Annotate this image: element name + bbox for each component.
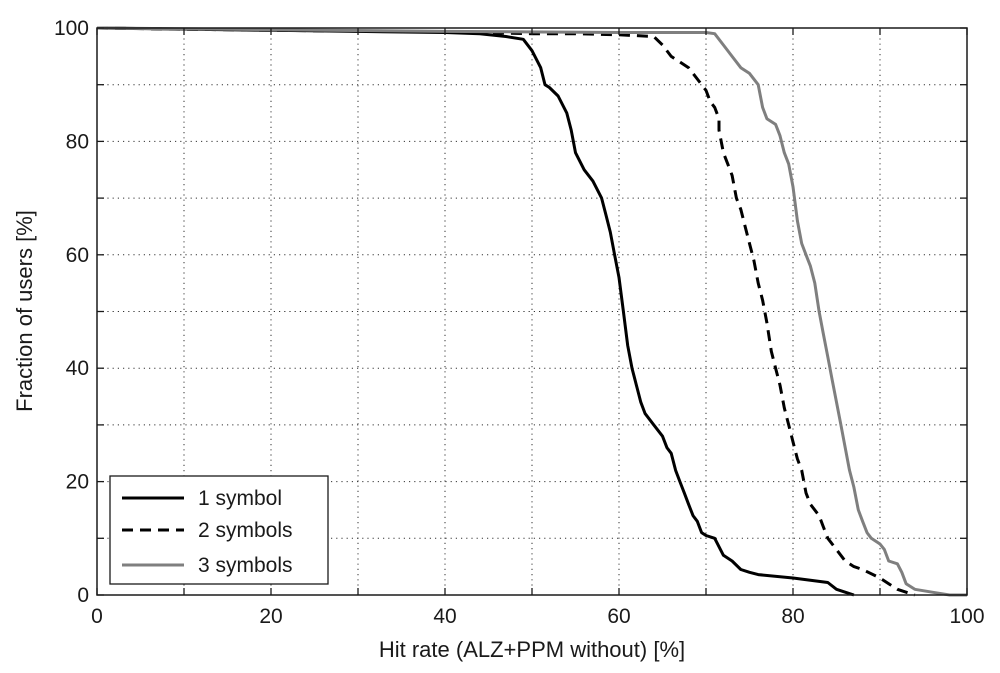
series-line-3-symbols [96,26,967,597]
x-tick-label: 40 [433,605,456,628]
x-tick-label: 0 [91,605,103,628]
x-tick-label: 80 [781,605,804,628]
y-tick-label: 100 [54,17,89,40]
legend-label-1-symbol: 1 symbol [198,487,282,510]
y-tick-label: 20 [66,471,89,494]
y-tick-label: 60 [66,244,89,267]
y-tick-label: 40 [66,357,89,380]
grid [97,28,967,595]
y-tick-labels: 0 20 40 60 80 100 [54,17,89,607]
axis-ticks [96,27,968,596]
x-tick-label: 100 [949,605,984,628]
legend: 1 symbol 2 symbols 3 symbols [109,475,329,585]
legend-label-2-symbols: 2 symbols [198,519,293,542]
x-tick-labels: 0 20 40 60 80 100 [91,605,984,628]
y-tick-label: 0 [77,584,89,607]
legend-label-3-symbols: 3 symbols [198,554,293,577]
series-line-2-symbols [96,26,916,597]
series-line-1-symbol [96,26,855,597]
x-tick-label: 60 [607,605,630,628]
series-layer [96,26,967,597]
y-axis-label: Fraction of users [%] [12,210,37,412]
x-axis-label: Hit rate (ALZ+PPM without) [%] [379,637,685,662]
y-tick-label: 80 [66,130,89,153]
x-tick-label: 20 [259,605,282,628]
